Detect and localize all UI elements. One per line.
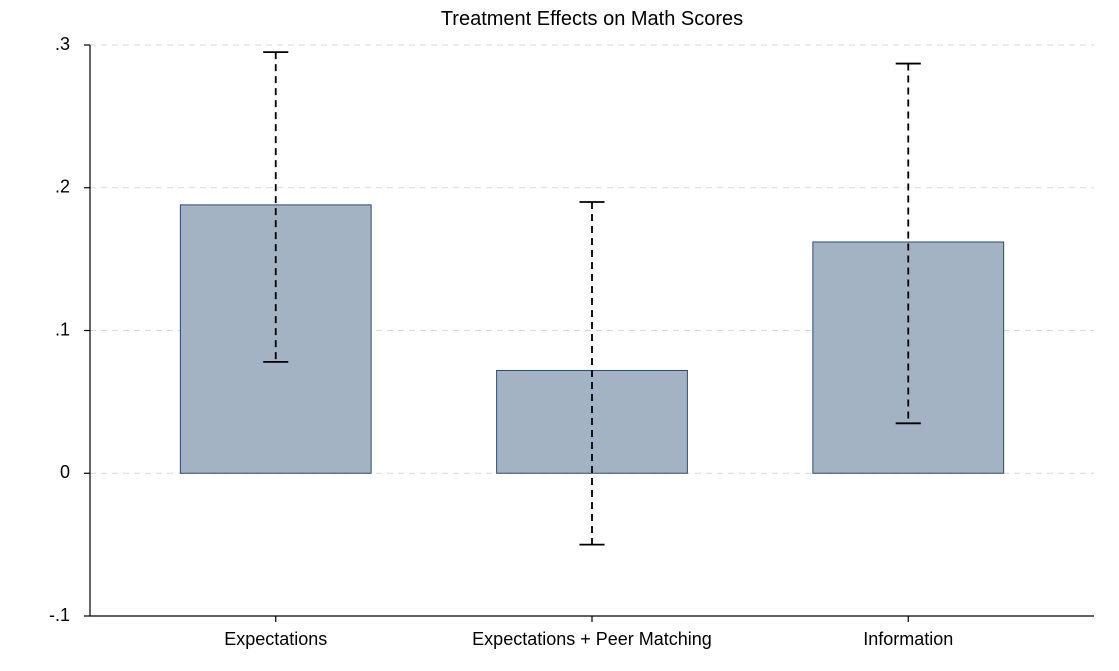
chart-svg: -.1 0 .1 .2 .3 Expectations Expectations + Pee… <box>0 0 1119 671</box>
y-tick-label: .1 <box>55 319 70 339</box>
y-tick-label: 0 <box>60 462 70 482</box>
x-tick-label: Expectations + Peer Matching <box>472 629 712 649</box>
y-tick-label: .3 <box>55 34 70 54</box>
x-tick-label: Information <box>863 629 953 649</box>
chart-title: Treatment Effects on Math Scores <box>441 8 743 30</box>
y-tick-label: -.1 <box>49 605 70 625</box>
chart-container: -.1 0 .1 .2 .3 Expectations Expectations + Pee… <box>0 0 1119 671</box>
x-tick-label: Expectations <box>224 629 327 649</box>
y-tick-label: .2 <box>55 177 70 197</box>
